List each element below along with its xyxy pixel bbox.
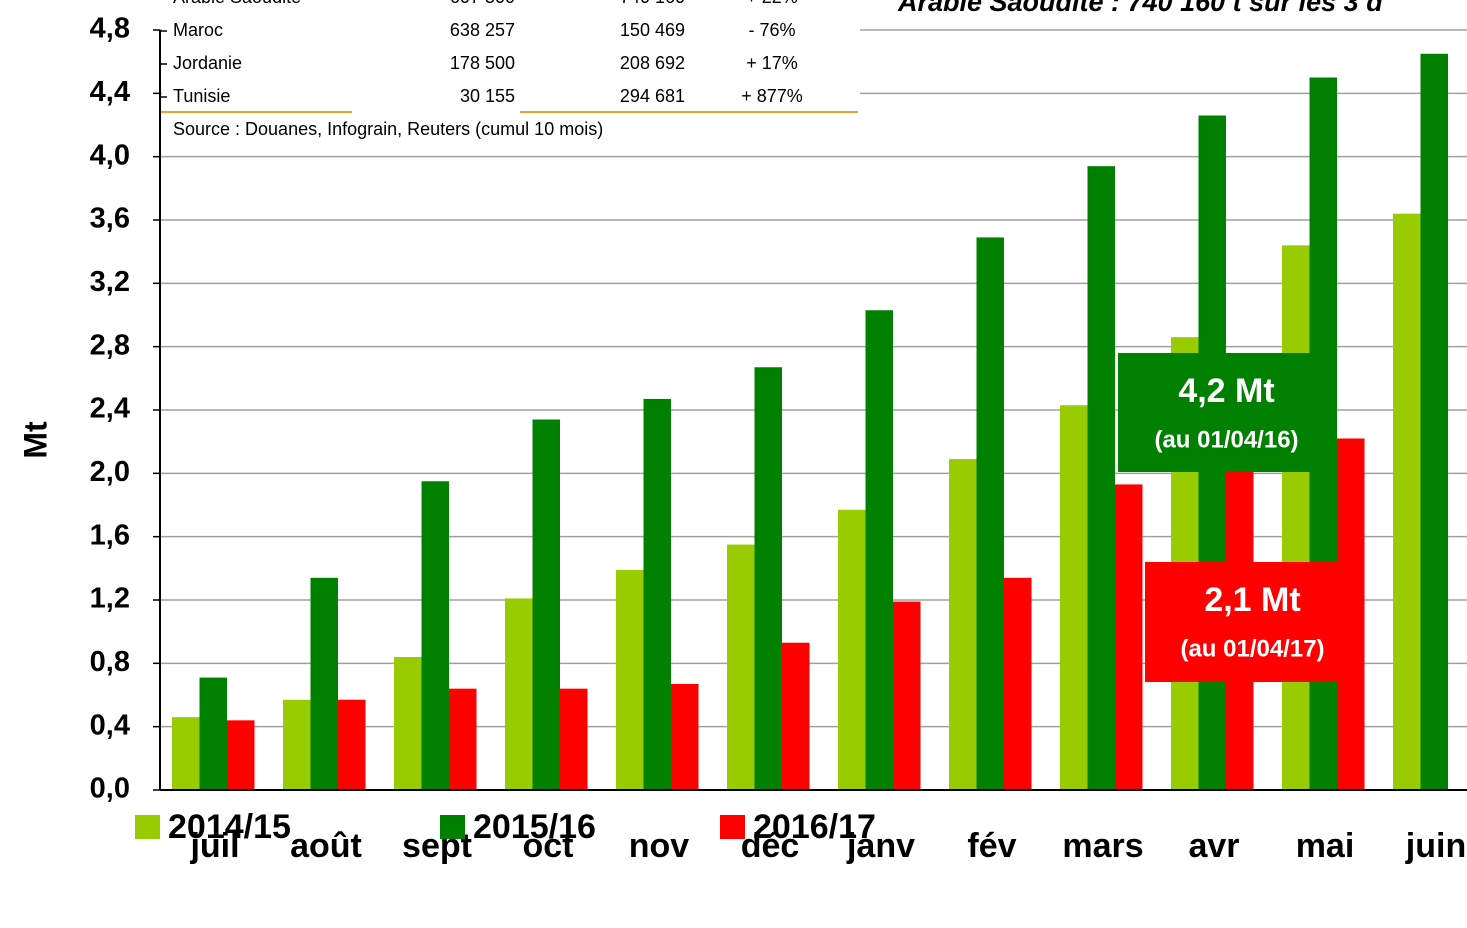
bar [532,419,560,790]
legend-swatch [440,815,465,839]
bar [616,569,644,790]
y-tick-label: 1,6 [90,519,130,551]
chart-title: Arabie Saoudite : 740 160 t sur les 3 d [897,0,1383,17]
y-tick-label: 0,4 [90,709,130,741]
annotation-box [1118,353,1335,472]
table-cell: Tunisie [173,86,230,106]
bar [394,657,422,790]
bar [449,688,477,790]
bar [949,459,977,790]
bar [976,237,1004,790]
table-cell: 294 681 [620,86,685,106]
table-cell: 30 155 [460,86,515,106]
x-tick-label: nov [629,827,690,865]
legend-label: 2015/16 [473,808,596,846]
y-tick-label: 1,2 [90,583,130,615]
bar [199,677,227,790]
table-source: Source : Douanes, Infograin, Reuters (cu… [173,119,603,139]
y-tick-label: 4,4 [90,76,130,108]
x-tick-label: juin [1405,827,1466,865]
table-cell: 607 500 [450,0,515,7]
bar [782,642,810,790]
x-tick-label: fév [967,827,1016,865]
bar [283,699,311,790]
y-tick-label: 3,6 [90,203,130,235]
bar [560,688,588,790]
x-tick-label: avr [1188,827,1239,865]
table-cell: + 17% [746,53,798,73]
annotation-box [1145,562,1360,682]
table-cell: Maroc [173,20,223,40]
bar [671,683,699,790]
bar [1087,166,1115,790]
bar [1115,484,1143,790]
annotation-text: (au 01/04/16) [1154,426,1298,453]
table-background [162,0,860,145]
x-tick-label: oct [523,827,574,865]
table-cell: 178 500 [450,53,515,73]
x-tick-label: mai [1296,827,1355,865]
x-tick-label: mars [1062,827,1143,865]
legend-label: 2014/15 [168,808,291,846]
y-tick-label: 2,8 [90,329,130,361]
table-cell: 638 257 [450,20,515,40]
table-cell: Arabie Saoudite [173,0,301,7]
y-tick-label: 2,4 [90,393,130,425]
bar [1420,53,1448,790]
y-tick-label: 0,0 [90,773,130,805]
legend-label: 2016/17 [753,808,876,846]
table-cell: + 877% [741,86,803,106]
bar [1393,213,1421,790]
bar [1060,405,1088,790]
table-cell: 740 160 [620,0,685,7]
bar [172,717,200,790]
table-cell: - 76% [748,20,795,40]
y-tick-label: 2,0 [90,456,130,488]
table-cell: 208 692 [620,53,685,73]
bar [727,544,755,790]
y-axis-label: Mt [17,421,53,459]
y-tick-label: 4,0 [90,139,130,171]
annotation-text: (au 01/04/17) [1180,635,1324,662]
bar [227,720,255,790]
bar [838,509,866,790]
legend-swatch [135,815,160,839]
x-tick-label: déc [741,827,800,865]
table-cell: 150 469 [620,20,685,40]
bar [310,577,338,790]
y-tick-label: 0,8 [90,646,130,678]
y-tick-label: 3,2 [90,266,130,298]
annotation-title: 4,2 Mt [1178,372,1274,410]
bar [421,481,449,790]
table-cell: + 22% [746,0,798,7]
x-tick-label: juil [189,827,239,865]
x-tick-label: janv [846,827,915,865]
bar [505,598,533,790]
legend-swatch [720,815,745,839]
bar [1004,577,1032,790]
bar [643,398,671,790]
bar [338,699,366,790]
annotation-title: 2,1 Mt [1204,581,1300,619]
x-tick-label: août [290,827,362,865]
table-cell: Jordanie [173,53,242,73]
bar [754,367,782,790]
bar [1282,245,1310,791]
y-tick-label: 4,8 [90,13,130,45]
bar [865,310,893,790]
bar [893,601,921,790]
